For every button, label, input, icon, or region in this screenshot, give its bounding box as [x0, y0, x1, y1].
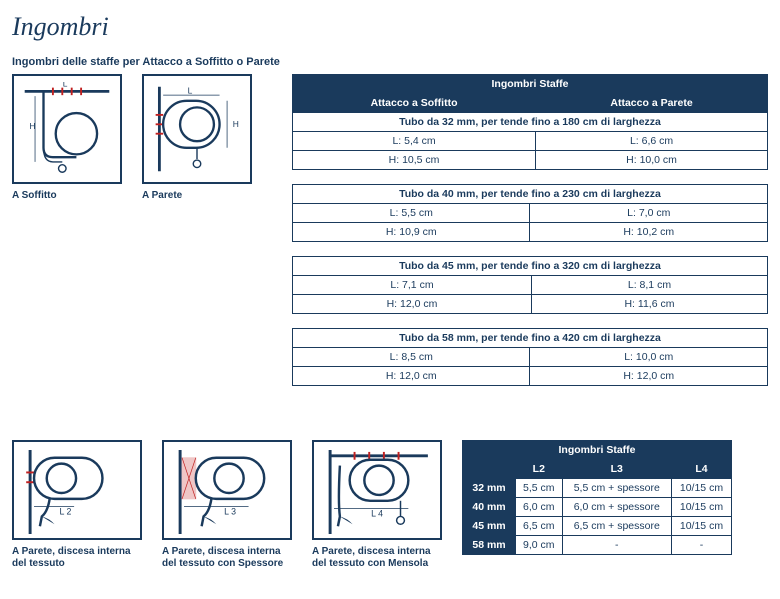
- cell: -: [562, 536, 671, 555]
- group-3-span: Tubo da 58 mm, per tende fino a 420 cm d…: [293, 329, 768, 348]
- cell: 32 mm: [463, 479, 516, 498]
- table-group-2: Tubo da 45 mm, per tende fino a 320 cm d…: [292, 256, 768, 314]
- cell: H: 10,0 cm: [536, 151, 768, 170]
- main-tables: Ingombri Staffe Attacco a Soffitto Attac…: [292, 74, 768, 400]
- svg-text:L: L: [63, 82, 68, 89]
- cell: -: [671, 536, 731, 555]
- tbl-hdr: Ingombri Staffe: [293, 75, 768, 94]
- l4-icon: L 4: [320, 448, 438, 536]
- table-bottom: Ingombri Staffe L2 L3 L4 32 mm 5,5 cm 5,…: [462, 440, 732, 555]
- tbl-b-hdr: Ingombri Staffe: [463, 441, 732, 460]
- group-0-span: Tubo da 32 mm, per tende fino a 180 cm d…: [293, 113, 768, 132]
- col-parete: Attacco a Parete: [536, 94, 768, 113]
- cell: 10/15 cm: [671, 517, 731, 536]
- group-2-span: Tubo da 45 mm, per tende fino a 320 cm d…: [293, 257, 768, 276]
- l4-label: L 4: [371, 508, 383, 518]
- diagram-parete: H L A Parete: [142, 74, 252, 400]
- diagram-l4: L 4 A Parete, discesa interna del tessut…: [312, 440, 442, 570]
- cell: H: 12,0 cm: [293, 367, 530, 386]
- parete-caption: A Parete: [142, 190, 252, 202]
- bottom-section: L 2 A Parete, discesa interna del tessut…: [12, 440, 768, 570]
- page-title: Ingombri: [12, 12, 768, 42]
- l3-caption: A Parete, discesa interna del tessuto co…: [162, 546, 292, 570]
- cell: L: 8,1 cm: [531, 276, 767, 295]
- cell: H: 11,6 cm: [531, 295, 767, 314]
- parete-icon: H L: [150, 82, 244, 176]
- cell: 45 mm: [463, 517, 516, 536]
- l4-caption: A Parete, discesa interna del tessuto co…: [312, 546, 442, 570]
- cell: L: 8,5 cm: [293, 348, 530, 367]
- cell: H: 10,5 cm: [293, 151, 536, 170]
- top-subtitle: Ingombri delle staffe per Attacco a Soff…: [12, 56, 768, 68]
- cell: L: 5,4 cm: [293, 132, 536, 151]
- cell: 6,0 cm: [516, 498, 563, 517]
- cell: 40 mm: [463, 498, 516, 517]
- cell: 5,5 cm + spessore: [562, 479, 671, 498]
- l2-caption: A Parete, discesa interna del tessuto: [12, 546, 142, 570]
- diagram-soffitto: L H A Soffitto: [12, 74, 122, 400]
- diagram-l2: L 2 A Parete, discesa interna del tessut…: [12, 440, 142, 570]
- tbl-b-col3: L4: [671, 460, 731, 479]
- tbl-b-col1: L2: [516, 460, 563, 479]
- cell: L: 7,1 cm: [293, 276, 532, 295]
- svg-text:H: H: [233, 119, 239, 129]
- cell: 5,5 cm: [516, 479, 563, 498]
- cell: 10/15 cm: [671, 498, 731, 517]
- cell: 10/15 cm: [671, 479, 731, 498]
- soffitto-icon: L H: [20, 82, 114, 176]
- col-soffitto: Attacco a Soffitto: [293, 94, 536, 113]
- top-section: L H A Soffitto: [12, 74, 768, 400]
- cell: 6,0 cm + spessore: [562, 498, 671, 517]
- cell: L: 5,5 cm: [293, 204, 530, 223]
- l3-label: L 3: [224, 506, 236, 516]
- cell: L: 6,6 cm: [536, 132, 768, 151]
- cell: H: 10,2 cm: [530, 223, 768, 242]
- table-ingombri-header: Ingombri Staffe Attacco a Soffitto Attac…: [292, 74, 768, 170]
- soffitto-caption: A Soffitto: [12, 190, 122, 202]
- cell: L: 10,0 cm: [530, 348, 768, 367]
- tbl-b-col0: [463, 460, 516, 479]
- cell: 58 mm: [463, 536, 516, 555]
- cell: H: 10,9 cm: [293, 223, 530, 242]
- top-diagrams: L H A Soffitto: [12, 74, 252, 400]
- l2-icon: L 2: [20, 448, 138, 536]
- cell: H: 12,0 cm: [530, 367, 768, 386]
- cell: 6,5 cm: [516, 517, 563, 536]
- tbl-b-col2: L3: [562, 460, 671, 479]
- l3-icon: L 3: [170, 448, 288, 536]
- cell: 6,5 cm + spessore: [562, 517, 671, 536]
- cell: H: 12,0 cm: [293, 295, 532, 314]
- group-1-span: Tubo da 40 mm, per tende fino a 230 cm d…: [293, 185, 768, 204]
- diagram-l3: L 3 A Parete, discesa interna del tessut…: [162, 440, 292, 570]
- cell: 9,0 cm: [516, 536, 563, 555]
- svg-text:H: H: [29, 121, 35, 131]
- svg-text:L: L: [188, 85, 193, 95]
- table-group-3: Tubo da 58 mm, per tende fino a 420 cm d…: [292, 328, 768, 386]
- table-group-1: Tubo da 40 mm, per tende fino a 230 cm d…: [292, 184, 768, 242]
- l2-label: L 2: [59, 506, 71, 516]
- cell: L: 7,0 cm: [530, 204, 768, 223]
